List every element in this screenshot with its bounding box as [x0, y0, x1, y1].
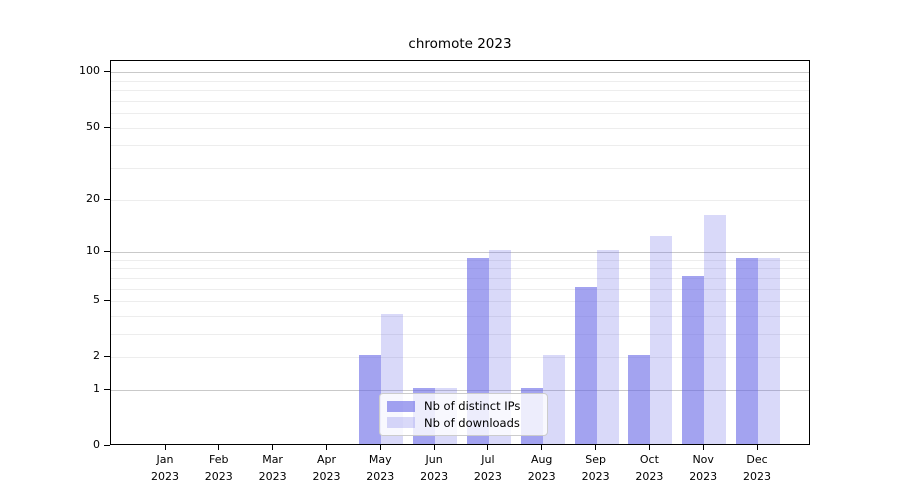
y-grid-line [111, 315, 809, 317]
y-tick-mark [104, 71, 110, 73]
legend-swatch-downloads [387, 417, 415, 429]
y-grid-line [111, 80, 809, 82]
bar-downloads [704, 214, 727, 444]
x-tick-mark [164, 445, 166, 450]
x-tick-label: Aug 2023 [527, 453, 556, 483]
x-tick-label: Oct 2023 [635, 453, 664, 483]
bar-distinct-ips [628, 355, 651, 444]
x-tick-label: Apr 2023 [312, 453, 341, 483]
x-tick-label: Sep 2023 [581, 453, 610, 483]
x-tick-label: Jun 2023 [420, 453, 449, 483]
y-grid-line [111, 199, 809, 201]
y-tick-mark [104, 445, 110, 446]
bar-distinct-ips [574, 286, 597, 444]
x-tick-label: Jul 2023 [473, 453, 502, 483]
x-tick-label: May 2023 [366, 453, 395, 483]
y-tick-mark [104, 388, 110, 390]
x-tick-label: Nov 2023 [689, 453, 718, 483]
y-tick-label: 50 [86, 119, 100, 133]
x-tick-mark [702, 445, 704, 450]
y-grid-line [111, 127, 809, 129]
y-tick-mark [104, 300, 110, 301]
y-tick-mark [104, 250, 110, 252]
y-tick-label: 10 [86, 243, 100, 257]
y-tick-label: 1 [93, 381, 100, 395]
x-tick-label: Feb 2023 [204, 453, 233, 483]
y-grid-line [111, 72, 809, 74]
y-tick-mark [104, 198, 110, 200]
bar-distinct-ips [682, 275, 705, 444]
x-tick-label: Mar 2023 [258, 453, 287, 483]
y-grid-line [111, 145, 809, 147]
y-tick-mark [104, 126, 110, 128]
x-tick-label: Jan 2023 [151, 453, 179, 483]
y-tick-label: 5 [93, 293, 100, 306]
y-grid-line [111, 90, 809, 92]
legend-entry-distinct-ips: Nb of distinct IPs [387, 399, 540, 413]
y-grid-line [111, 301, 809, 302]
y-grid-line [111, 357, 809, 359]
plot-area [110, 60, 810, 445]
y-tick-mark [104, 356, 110, 358]
x-tick-mark [379, 445, 381, 450]
y-grid-line [111, 100, 809, 102]
x-tick-mark [648, 445, 650, 450]
bar-downloads [650, 236, 673, 444]
x-tick-mark [433, 445, 435, 450]
y-grid-line [111, 259, 809, 261]
bar-downloads [758, 257, 780, 444]
y-grid-line [111, 113, 809, 115]
x-tick-mark [218, 445, 220, 450]
y-tick-label: 0 [93, 438, 100, 451]
bar-downloads [596, 249, 619, 444]
bar-distinct-ips [359, 355, 382, 444]
bar-downloads [542, 355, 565, 444]
y-grid-line [111, 168, 809, 169]
y-tick-label: 2 [93, 349, 100, 363]
legend-label-downloads: Nb of downloads [424, 415, 520, 430]
x-tick-mark [595, 445, 597, 450]
y-tick-label: 20 [86, 191, 100, 205]
chart-title: chromote 2023 [408, 36, 512, 52]
x-tick-mark [487, 445, 489, 450]
legend-label-distinct-ips: Nb of distinct IPs [424, 399, 521, 414]
x-tick-mark [272, 445, 274, 450]
bar-distinct-ips [736, 257, 758, 444]
legend-swatch-distinct-ips [387, 400, 415, 412]
y-grid-line [111, 277, 809, 279]
x-tick-mark [756, 445, 758, 450]
y-grid-line [111, 268, 809, 270]
y-grid-line [111, 251, 809, 253]
x-tick-mark [326, 445, 327, 450]
x-tick-label: Dec 2023 [743, 453, 771, 483]
y-grid-line [111, 288, 809, 290]
legend: Nb of distinct IPs Nb of downloads [379, 393, 548, 436]
y-tick-label: 100 [79, 64, 100, 78]
x-tick-mark [541, 445, 543, 450]
y-grid-line [111, 389, 809, 391]
legend-entry-downloads: Nb of downloads [387, 416, 540, 430]
y-grid-line [111, 333, 809, 335]
